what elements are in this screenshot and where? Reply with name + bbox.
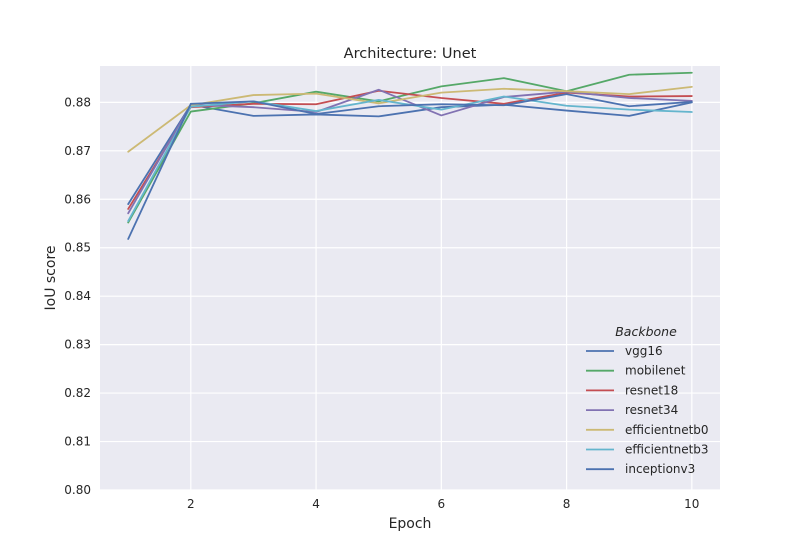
- y-tick-label: 0.88: [64, 95, 91, 109]
- x-axis-title: Epoch: [389, 516, 432, 532]
- series-line-inceptionv3: [127, 93, 693, 240]
- y-tick-label: 0.83: [64, 338, 91, 352]
- plot-area-background: [100, 66, 720, 490]
- legend-label-efficientnetb0: efficientnetb0: [625, 423, 709, 437]
- series-line-efficientnetb0: [127, 85, 693, 153]
- x-tick-label: 8: [563, 497, 571, 511]
- y-tick-label: 0.82: [64, 386, 91, 400]
- series-line-resnet34: [127, 88, 693, 215]
- x-tick-label: 6: [437, 497, 445, 511]
- x-tick-label: 4: [312, 497, 320, 511]
- y-tick-label: 0.87: [64, 144, 91, 158]
- y-tick-label: 0.84: [64, 289, 91, 303]
- x-tick-labels: 2 4 6 8 10: [187, 497, 699, 511]
- x-tick-label: 10: [684, 497, 699, 511]
- legend-label-efficientnetb3: efficientnetb3: [625, 443, 709, 457]
- y-tick-label: 0.80: [64, 483, 91, 497]
- series-lines: [127, 71, 693, 240]
- chart-title: Architecture: Unet: [344, 46, 477, 62]
- legend-title: Backbone: [615, 324, 677, 339]
- legend: Backbone vgg16 mobilenet resnet18 resnet34 e…: [586, 324, 709, 476]
- y-axis-title: IoU score: [43, 245, 59, 310]
- x-tick-label: 2: [187, 497, 195, 511]
- legend-label-mobilenet: mobilenet: [625, 364, 686, 378]
- y-tick-label: 0.85: [64, 241, 91, 255]
- legend-label-resnet34: resnet34: [625, 403, 678, 417]
- series-line-vgg16: [127, 101, 693, 206]
- legend-label-inceptionv3: inceptionv3: [625, 462, 695, 476]
- y-tick-labels: 0.80 0.81 0.82 0.83 0.84 0.85 0.86 0.87 0.88: [64, 95, 91, 497]
- legend-label-vgg16: vgg16: [625, 344, 663, 358]
- y-tick-label: 0.86: [64, 192, 91, 206]
- y-tick-label: 0.81: [64, 435, 91, 449]
- legend-label-resnet18: resnet18: [625, 383, 678, 397]
